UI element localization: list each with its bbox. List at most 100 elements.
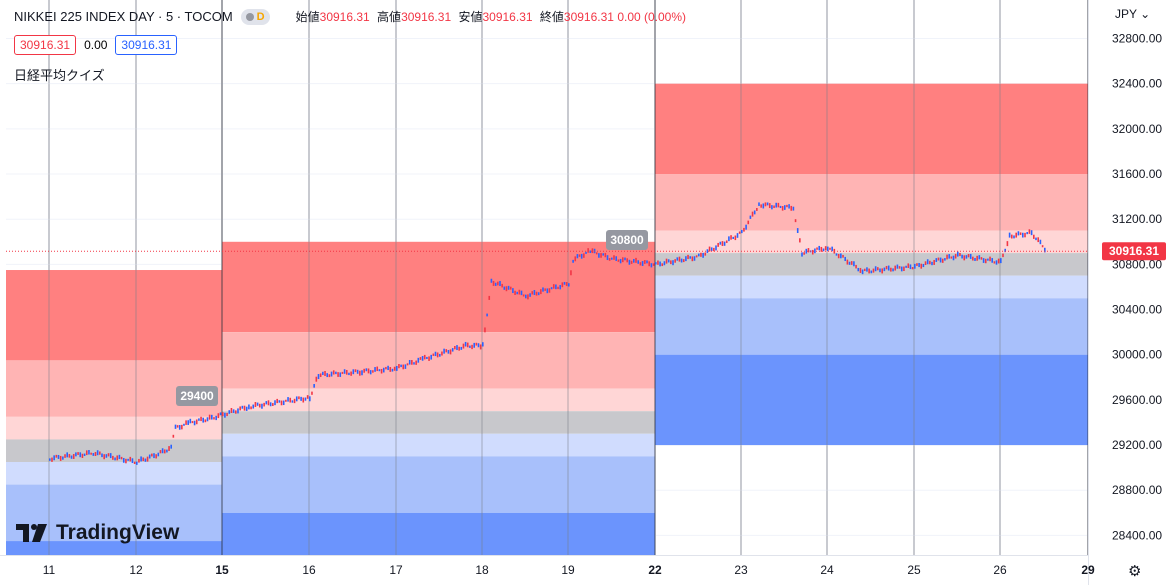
candle [685,256,687,262]
candle [924,261,927,266]
candle [185,420,187,425]
indicator-title[interactable]: 日経平均クイズ [14,68,105,83]
gear-icon[interactable]: ⚙ [1128,563,1142,580]
candle [471,344,473,350]
candle [447,349,450,354]
candle [226,412,228,417]
change-value: 0.00 (0.00%) [617,10,687,24]
candle [537,292,540,296]
candle [866,267,868,272]
candle [723,241,726,246]
candle [389,367,392,372]
candle [428,356,430,361]
candle [905,265,907,268]
market-status-badge[interactable]: D [240,8,270,25]
candle [1041,245,1044,248]
candle [736,233,739,238]
candle [773,205,775,209]
candle [51,457,53,462]
candle [174,424,177,429]
candle [1019,232,1022,235]
time-tick-label: 29 [1081,563,1095,577]
candle [181,424,183,430]
candle [293,398,296,404]
candle [484,327,486,333]
candle [944,258,946,261]
candle [57,454,60,459]
candle [801,252,803,257]
candle [326,373,328,378]
candle [258,403,261,408]
tradingview-logo[interactable]: TradingView [16,521,179,545]
candle [989,256,991,262]
candle [646,260,648,264]
candle [574,256,577,262]
buy-button[interactable]: 30916.31 [115,35,178,55]
candle [771,205,773,210]
candle [848,261,851,265]
candle [1017,231,1020,236]
candle [630,260,633,264]
quiz-zone-band [655,83,1088,175]
candle [341,371,344,374]
candle [291,400,294,403]
candle [460,346,463,350]
candle [367,368,370,374]
candle [387,365,389,371]
candle [72,453,75,459]
candle [984,258,987,264]
currency-label: JPY [1115,7,1137,21]
candle [219,412,222,416]
candle [382,367,385,373]
candle [760,204,762,208]
candle [217,413,220,419]
candle [195,419,198,425]
candle [561,282,564,288]
candle [522,294,525,297]
currency-selector[interactable]: JPY ⌄ [1115,7,1150,21]
candle [77,452,79,455]
candle [883,267,886,272]
quiz-zone-band [655,230,1088,254]
candle [595,252,598,255]
candle [637,260,639,264]
candle [101,453,103,458]
candle [402,364,405,370]
candle [230,408,233,413]
candle [667,259,670,263]
candle [473,342,475,348]
candle [315,376,318,382]
candle [580,253,583,259]
candle [451,348,454,352]
candle [295,396,298,402]
candle [59,455,62,461]
candle [213,417,215,420]
candle [922,263,925,268]
candle [432,353,435,356]
candle [997,258,1000,264]
symbol-title[interactable]: NIKKEI 225 INDEX DAY · 5 · TOCOM [14,9,233,24]
candle [576,254,579,259]
time-tick-label: 22 [648,563,662,577]
sell-button[interactable]: 30916.31 [14,35,77,55]
time-tick-label: 23 [734,563,748,577]
low-label: 安値 [458,10,483,24]
candle [622,257,624,263]
last-price-label: 30916.31 [1109,244,1159,258]
candle [439,353,441,357]
candle [655,262,657,265]
candle [659,261,661,267]
candle [75,452,77,457]
candle [818,245,820,251]
candle [887,265,890,271]
candle [202,417,204,423]
zone-label-tag [606,230,648,250]
candle [898,266,901,269]
candle [900,266,903,272]
candle [835,253,838,256]
candle [248,404,250,410]
candle [824,246,827,251]
time-tick-label: 16 [302,563,316,577]
candle [918,263,920,268]
